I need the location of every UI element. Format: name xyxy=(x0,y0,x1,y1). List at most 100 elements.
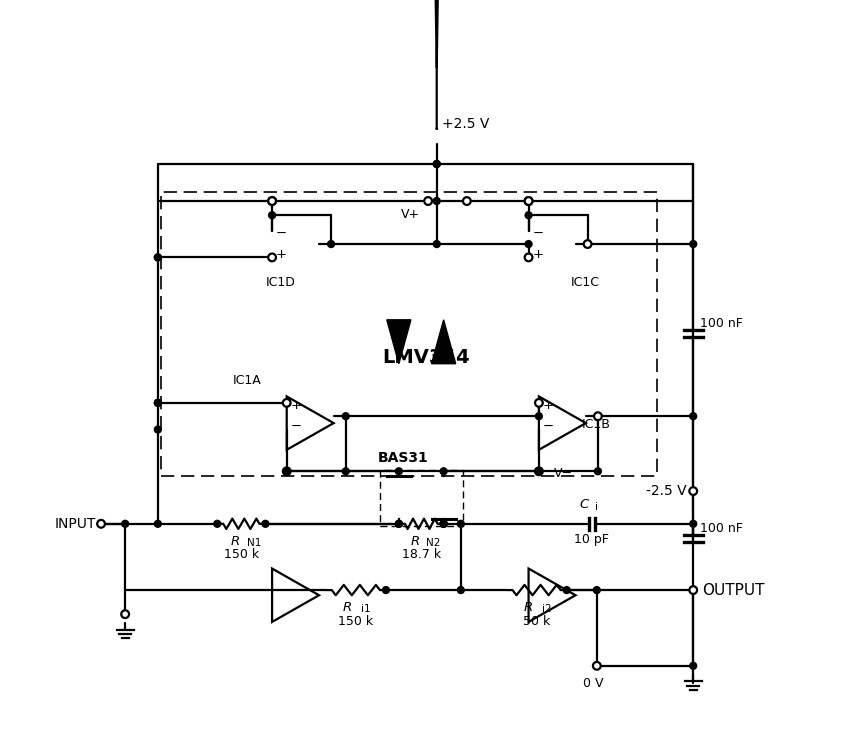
Text: V+: V+ xyxy=(402,208,420,221)
Circle shape xyxy=(268,197,276,205)
Circle shape xyxy=(396,520,402,527)
Circle shape xyxy=(433,161,440,167)
Text: INPUT: INPUT xyxy=(54,517,96,530)
Text: 100 nF: 100 nF xyxy=(700,317,743,330)
Text: N2: N2 xyxy=(426,538,441,548)
Circle shape xyxy=(526,240,532,248)
Circle shape xyxy=(440,468,447,475)
Text: 18.7 k: 18.7 k xyxy=(402,548,441,561)
Circle shape xyxy=(458,586,464,594)
Polygon shape xyxy=(387,320,411,364)
Circle shape xyxy=(396,520,402,527)
Circle shape xyxy=(689,487,697,495)
Bar xyxy=(161,193,657,476)
Polygon shape xyxy=(431,320,456,364)
Text: 0 V: 0 V xyxy=(583,676,604,690)
Circle shape xyxy=(593,662,601,670)
Circle shape xyxy=(458,520,464,527)
Text: −: − xyxy=(532,227,543,240)
Circle shape xyxy=(214,520,221,527)
Text: −: − xyxy=(276,227,287,240)
Circle shape xyxy=(689,520,697,527)
Text: IC1B: IC1B xyxy=(582,418,610,432)
Circle shape xyxy=(584,240,592,248)
Circle shape xyxy=(268,212,276,219)
Circle shape xyxy=(155,400,161,406)
Circle shape xyxy=(396,468,402,475)
Text: IC1C: IC1C xyxy=(571,276,600,289)
Text: 50 k: 50 k xyxy=(523,615,550,627)
Circle shape xyxy=(689,662,697,670)
Text: +: + xyxy=(543,399,554,412)
Text: LMV344: LMV344 xyxy=(383,348,470,368)
Circle shape xyxy=(525,254,532,261)
Circle shape xyxy=(526,212,532,219)
Text: −: − xyxy=(543,420,554,434)
Text: BAS31: BAS31 xyxy=(378,451,429,464)
Circle shape xyxy=(594,468,601,475)
Circle shape xyxy=(535,399,543,407)
Circle shape xyxy=(383,586,390,594)
Text: V−: V− xyxy=(554,466,573,480)
Text: +: + xyxy=(290,399,301,412)
Circle shape xyxy=(268,197,276,205)
Circle shape xyxy=(440,520,447,527)
Text: 150 k: 150 k xyxy=(338,615,374,627)
Circle shape xyxy=(97,520,105,527)
Circle shape xyxy=(594,412,602,420)
Text: C: C xyxy=(579,498,588,511)
Text: OUTPUT: OUTPUT xyxy=(702,583,764,597)
Circle shape xyxy=(155,520,161,527)
Circle shape xyxy=(536,413,543,420)
Text: +: + xyxy=(532,248,543,261)
Text: +: + xyxy=(276,248,287,261)
Circle shape xyxy=(689,586,697,594)
Text: 10 pF: 10 pF xyxy=(574,533,609,546)
Circle shape xyxy=(525,197,532,205)
Circle shape xyxy=(155,400,161,406)
Text: IC1A: IC1A xyxy=(233,374,261,388)
Circle shape xyxy=(121,610,129,618)
Circle shape xyxy=(563,586,571,594)
Circle shape xyxy=(463,197,470,205)
Text: 150 k: 150 k xyxy=(224,548,259,561)
Text: IC1D: IC1D xyxy=(266,276,295,289)
Bar xyxy=(380,469,463,525)
Circle shape xyxy=(283,467,290,475)
Circle shape xyxy=(433,161,440,167)
Text: R: R xyxy=(343,601,352,614)
Circle shape xyxy=(440,520,447,527)
Circle shape xyxy=(268,254,276,261)
Text: 100 nF: 100 nF xyxy=(700,522,743,535)
Circle shape xyxy=(342,468,349,475)
Circle shape xyxy=(155,254,161,261)
Text: +2.5 V: +2.5 V xyxy=(441,117,489,130)
Circle shape xyxy=(525,197,532,205)
Text: i2: i2 xyxy=(542,604,551,614)
Text: -2.5 V: -2.5 V xyxy=(646,484,686,498)
Text: N1: N1 xyxy=(246,538,261,548)
Circle shape xyxy=(262,520,269,527)
Text: R: R xyxy=(410,534,419,548)
Circle shape xyxy=(342,413,349,420)
Circle shape xyxy=(689,413,697,420)
Text: −: − xyxy=(290,420,301,434)
Circle shape xyxy=(689,586,697,594)
Circle shape xyxy=(593,586,600,594)
Circle shape xyxy=(535,467,543,475)
Circle shape xyxy=(121,520,128,527)
Circle shape xyxy=(536,468,543,475)
Circle shape xyxy=(155,426,161,433)
Text: R: R xyxy=(230,534,239,548)
Circle shape xyxy=(284,468,290,475)
Circle shape xyxy=(283,399,290,407)
Circle shape xyxy=(424,197,432,205)
Text: R: R xyxy=(524,601,533,614)
Circle shape xyxy=(433,240,440,248)
Circle shape xyxy=(440,520,447,527)
Circle shape xyxy=(155,254,161,261)
Text: i1: i1 xyxy=(361,604,371,614)
Circle shape xyxy=(328,240,335,248)
Circle shape xyxy=(689,240,697,248)
Circle shape xyxy=(433,198,440,205)
